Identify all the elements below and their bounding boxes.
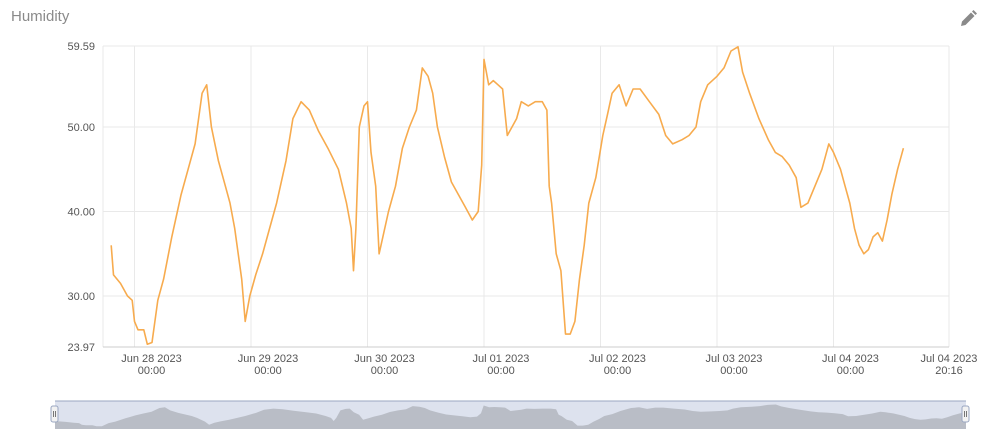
- x-tick-label: Jun 28 2023: [121, 353, 182, 365]
- x-tick-label-time: 00:00: [371, 365, 399, 377]
- y-tick-label: 50.00: [67, 122, 95, 134]
- x-tick-label-time: 00:00: [837, 365, 865, 377]
- x-tick-label: Jun 30 2023: [354, 353, 415, 365]
- x-tick-label-time: 20:16: [935, 365, 963, 377]
- grid-lines: [102, 45, 950, 348]
- humidity-series-line: [110, 45, 905, 346]
- y-axis: 59.59 50.00 40.00 30.00 23.97: [67, 41, 95, 354]
- x-tick-label: Jul 04 2023: [921, 353, 978, 365]
- y-tick-label: 30.00: [67, 291, 95, 303]
- x-tick-label: Jul 02 2023: [589, 353, 646, 365]
- x-tick-label: Jul 03 2023: [706, 353, 763, 365]
- x-tick-label: Jul 04 2023: [822, 353, 879, 365]
- chart-title: Humidity: [11, 8, 70, 25]
- x-tick-label-time: 00:00: [720, 365, 748, 377]
- x-tick-label-time: 00:00: [254, 365, 282, 377]
- y-tick-label: 23.97: [67, 342, 95, 354]
- navigator-area: [55, 404, 966, 429]
- navigator-handle-left[interactable]: [50, 405, 59, 423]
- navigator-handle-right[interactable]: [961, 405, 970, 423]
- x-tick-label-time: 00:00: [138, 365, 166, 377]
- navigator[interactable]: [50, 400, 970, 429]
- y-tick-label: 59.59: [67, 41, 95, 53]
- x-tick-label: Jul 01 2023: [473, 353, 530, 365]
- y-tick-label: 40.00: [67, 207, 95, 219]
- x-tick-label-time: 00:00: [604, 365, 632, 377]
- pencil-icon[interactable]: [958, 9, 978, 29]
- x-tick-label-time: 00:00: [487, 365, 515, 377]
- x-tick-label: Jun 29 2023: [238, 353, 299, 365]
